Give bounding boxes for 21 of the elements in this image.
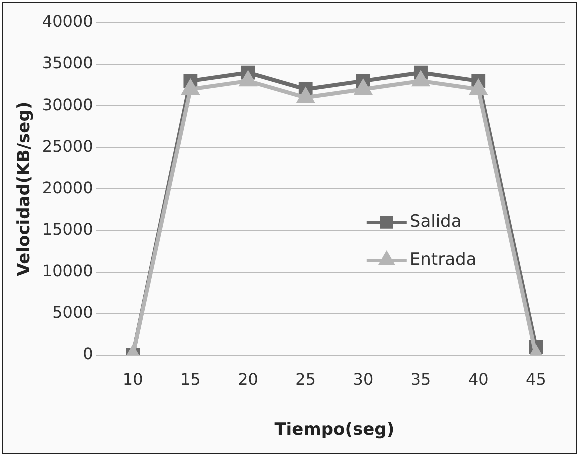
y-tick-label: 25000	[42, 136, 94, 156]
x-tick-label: 10	[122, 370, 144, 390]
y-axis-title: Velocidad(KB/seg)	[14, 102, 35, 277]
x-tick-label: 25	[296, 370, 316, 390]
y-tick-label: 20000	[42, 178, 94, 198]
x-tick-label: 45	[526, 370, 546, 390]
y-tick-label: 5000	[52, 303, 94, 322]
x-tick-label: 30	[353, 370, 374, 390]
x-tick-label: 40	[468, 370, 489, 390]
x-axis-title: Tiempo(seg)	[274, 420, 395, 440]
x-tick-label: 15	[180, 370, 201, 390]
legend-label: Entrada	[410, 250, 477, 270]
y-tick-label: 40000	[42, 12, 94, 32]
legend-label: Salida	[410, 212, 462, 232]
x-tick-label: 20	[238, 370, 258, 390]
y-tick-label: 30000	[42, 95, 94, 114]
y-tick-label: 15000	[42, 220, 94, 239]
y-tick-label: 0	[83, 344, 94, 364]
y-tick-label: 10000	[42, 261, 94, 280]
x-tick-label: 35	[410, 370, 432, 390]
y-tick-label: 35000	[42, 54, 94, 73]
